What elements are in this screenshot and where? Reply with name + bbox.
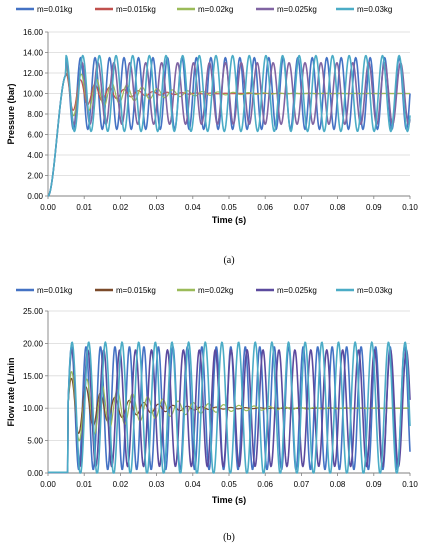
y-tick-label: 5.00 <box>27 437 43 446</box>
y-tick-label: 20.00 <box>23 339 44 348</box>
legend-entry: m=0.03kg <box>357 286 392 295</box>
x-tick-label: 0.10 <box>402 480 418 489</box>
x-tick-label: 0.01 <box>76 480 92 489</box>
x-tick-label: 0.10 <box>402 203 418 212</box>
flow-rate-chart: m=0.01kg m=0.015kg m=0.02kg m=0.025kg m=0.03… <box>6 286 418 543</box>
x-tick-label: 0.08 <box>330 480 346 489</box>
x-tick-label: 0.03 <box>149 203 165 212</box>
y-tick-label: 0.00 <box>27 192 43 201</box>
x-tick-label: 0.02 <box>113 203 129 212</box>
y-tick-label: 10.00 <box>23 90 44 99</box>
y-tick-label: 6.00 <box>27 131 43 140</box>
y-axis-label: Pressure (bar) <box>6 83 16 144</box>
series-line <box>47 341 411 474</box>
legend-entry: m=0.025kg <box>277 286 317 295</box>
legend-entry: m=0.01kg <box>37 5 72 14</box>
x-axis-label: Time (s) <box>212 495 246 505</box>
legend-entry: m=0.02kg <box>198 5 233 14</box>
panel-caption: (b) <box>223 532 235 543</box>
y-axis-label: Flow rate (L/min <box>6 357 16 426</box>
x-tick-label: 0.00 <box>40 480 56 489</box>
x-tick-label: 0.03 <box>149 480 165 489</box>
legend-entry: m=0.01kg <box>37 286 72 295</box>
x-tick-label: 0.00 <box>40 203 56 212</box>
legend-entry: m=0.015kg <box>116 5 156 14</box>
x-tick-label: 0.07 <box>294 203 310 212</box>
y-tick-label: 14.00 <box>23 49 44 58</box>
legend-entry: m=0.015kg <box>116 286 156 295</box>
x-tick-label: 0.09 <box>366 480 382 489</box>
y-tick-label: 4.00 <box>27 151 43 160</box>
y-tick-label: 12.00 <box>23 69 44 78</box>
y-tick-label: 25.00 <box>23 307 44 316</box>
panel-caption: (a) <box>223 255 234 266</box>
y-tick-label: 0.00 <box>27 469 43 478</box>
y-tick-label: 15.00 <box>23 372 44 381</box>
legend-entry: m=0.02kg <box>198 286 233 295</box>
y-tick-label: 8.00 <box>27 110 43 119</box>
x-tick-label: 0.08 <box>330 203 346 212</box>
series-line <box>47 349 411 474</box>
x-tick-label: 0.06 <box>257 203 273 212</box>
x-tick-label: 0.06 <box>257 480 273 489</box>
x-tick-label: 0.09 <box>366 203 382 212</box>
x-tick-label: 0.01 <box>76 203 92 212</box>
x-tick-label: 0.05 <box>221 480 237 489</box>
x-tick-label: 0.04 <box>185 480 201 489</box>
x-tick-label: 0.05 <box>221 203 237 212</box>
series-line <box>47 54 411 197</box>
x-tick-label: 0.02 <box>113 480 129 489</box>
y-tick-label: 16.00 <box>23 28 44 37</box>
x-tick-label: 0.07 <box>294 480 310 489</box>
x-tick-label: 0.04 <box>185 203 201 212</box>
x-axis-label: Time (s) <box>212 215 246 225</box>
y-tick-label: 2.00 <box>27 172 43 181</box>
y-tick-label: 10.00 <box>23 404 44 413</box>
legend-entry: m=0.025kg <box>277 5 317 14</box>
pressure-chart: m=0.01kg m=0.015kg m=0.02kg m=0.025kg m=0.03… <box>6 5 418 266</box>
legend-entry: m=0.03kg <box>357 5 392 14</box>
